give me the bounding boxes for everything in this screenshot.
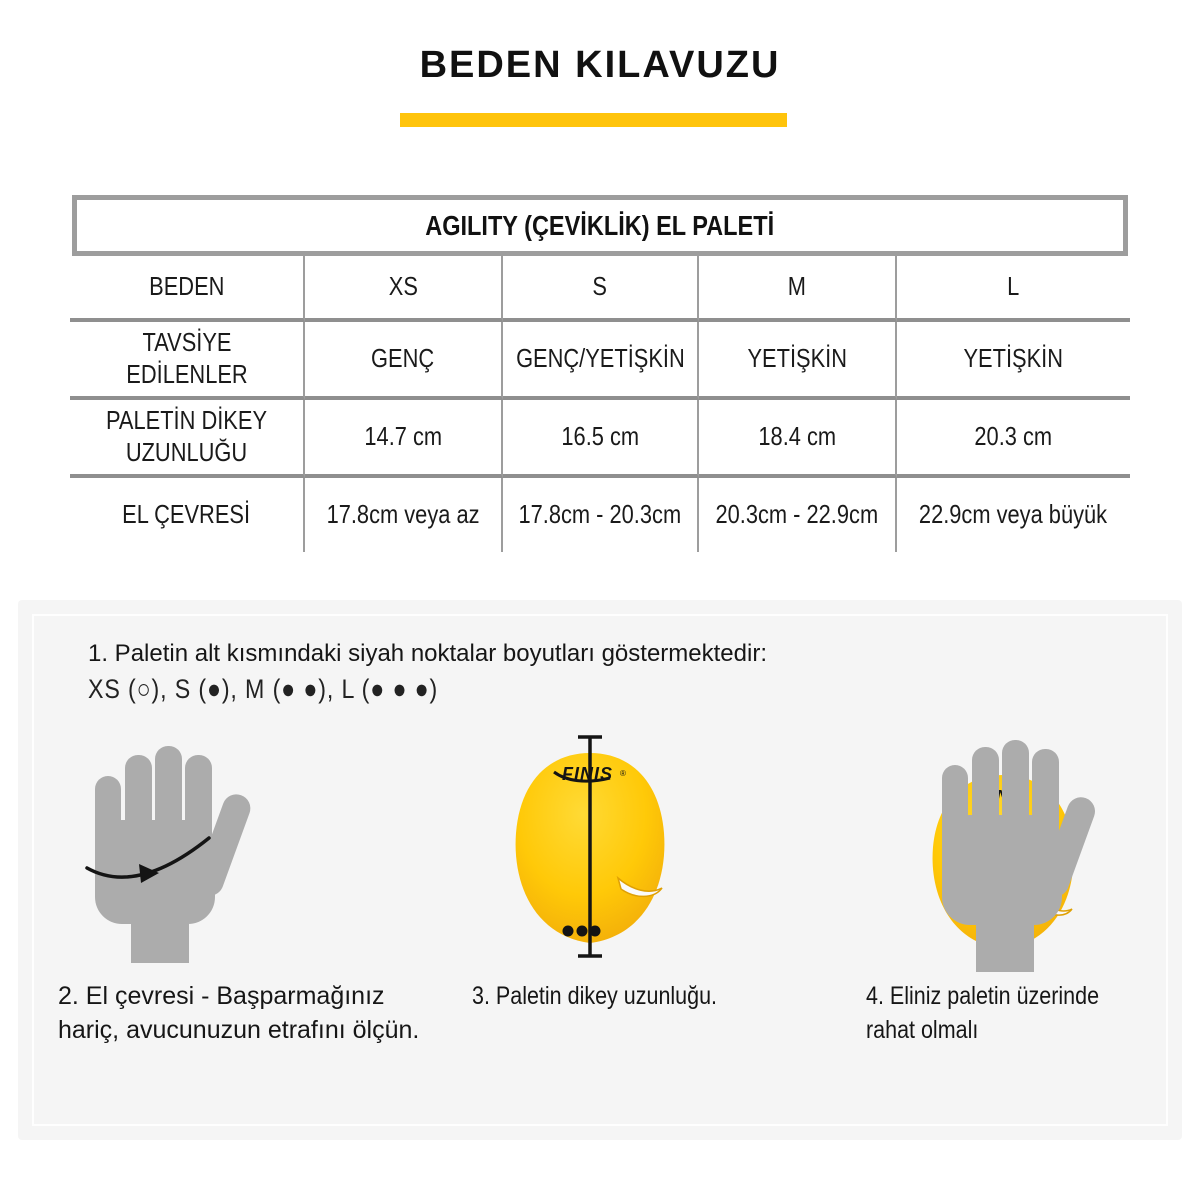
table-cell: 20.3 cm [897,400,1130,478]
size-table: BEDEN XS S M L TAVSİYE EDİLENLER GENÇ GE… [70,256,1130,552]
caption-4: 4. Eliniz paletin üzerinde rahat olmalı [866,982,1100,1044]
table-cell: 14.7 cm [305,400,503,478]
table-cell: GENÇ [305,322,503,400]
row-label-el-cevresi: EL ÇEVRESİ [70,478,305,552]
title-underline-bar [400,113,787,127]
table-cell: 17.8cm veya az [305,478,503,552]
hand-silhouette [942,740,1095,972]
row-label-beden: BEDEN [70,256,305,322]
measure-arrow-head [139,864,159,883]
table-header-label: AGILITY (ÇEVİKLİK) EL PALETİ [425,209,775,241]
table-cell: 16.5 cm [503,400,699,478]
table-cell-size-l: L [897,256,1130,322]
hand-on-paddle-illustration: FINIS [932,740,1095,972]
paddle-thumb-slot [616,875,663,898]
paddle-length-illustration: FINIS ® [515,735,665,958]
table-header: AGILITY (ÇEVİKLİK) EL PALETİ [72,195,1128,256]
table-cell-size-s: S [503,256,699,322]
instructions-panel: 1. Paletin alt kısmındaki siyah noktalar… [18,600,1182,1140]
registered-mark: ® [620,769,626,778]
table-cell: 20.3cm - 22.9cm [699,478,897,552]
table-cell-size-m: M [699,256,897,322]
size-dots-legend: XS (○), S (●), M (● ●), L (● ● ●) [88,674,439,704]
hand-measure-illustration [85,746,251,963]
row-label-tavsiye: TAVSİYE EDİLENLER [70,322,305,400]
row-label-dikey-uzunluk: PALETİN DİKEY UZUNLUĞU [70,400,305,478]
table-cell: 22.9cm veya büyük [919,499,1108,530]
caption-2: 2. El çevresi - Başparmağınız hariç, avu… [58,982,420,1044]
caption-3: 3. Paletin dikey uzunluğu. [472,982,718,1010]
page-title: BEDEN KILAVUZU [419,44,781,86]
table-cell: 18.4 cm [699,400,897,478]
finis-logo-text: FINIS [562,764,613,784]
hand-silhouette [95,746,251,963]
note-1: 1. Paletin alt kısmındaki siyah noktalar… [88,640,767,667]
table-cell: YETİŞKİN [699,322,897,400]
vertical-measure-line [578,735,602,958]
table-cell-size-xs: XS [305,256,503,322]
table-cell: GENÇ/YETİŞKİN [503,322,699,400]
size-dots [562,925,601,937]
finis-logo: FINIS ® [553,764,626,784]
table-cell: 17.8cm - 20.3cm [503,478,699,552]
table-cell: YETİŞKİN [897,322,1130,400]
